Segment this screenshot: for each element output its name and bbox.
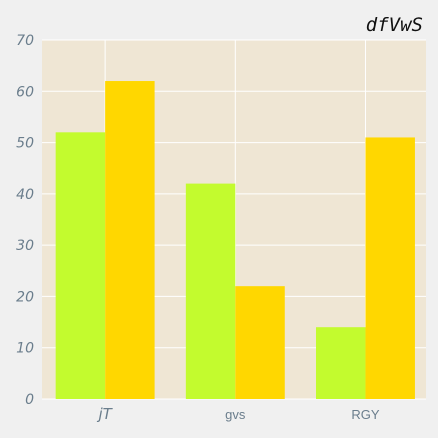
x-tick-label: RGY (351, 407, 380, 422)
bar-series-2-gvs (235, 286, 285, 399)
y-tick-label: 0 (25, 392, 34, 408)
bar-series-2-jT (105, 81, 155, 400)
x-axis-ticks: jT gvs RGY (96, 405, 379, 423)
y-tick-label: 10 (16, 341, 34, 357)
bar-series-1-gvs (185, 183, 236, 399)
x-tick-label: gvs (225, 407, 246, 422)
y-tick-label: 40 (16, 187, 34, 203)
chart-title: dfVwS (366, 14, 423, 36)
y-tick-label: 50 (16, 136, 34, 152)
y-tick-label: 20 (16, 289, 34, 305)
bar-series-1-jT (55, 132, 106, 400)
bars (55, 81, 415, 400)
bar-series-2-RGY (365, 137, 415, 399)
y-tick-label: 30 (16, 238, 34, 254)
y-axis-ticks: 0 10 20 30 40 50 60 70 (16, 33, 34, 408)
y-tick-label: 70 (16, 33, 34, 49)
y-tick-label: 60 (16, 84, 34, 100)
bar-series-1-RGY (316, 327, 366, 399)
x-tick-label: jT (96, 405, 113, 423)
